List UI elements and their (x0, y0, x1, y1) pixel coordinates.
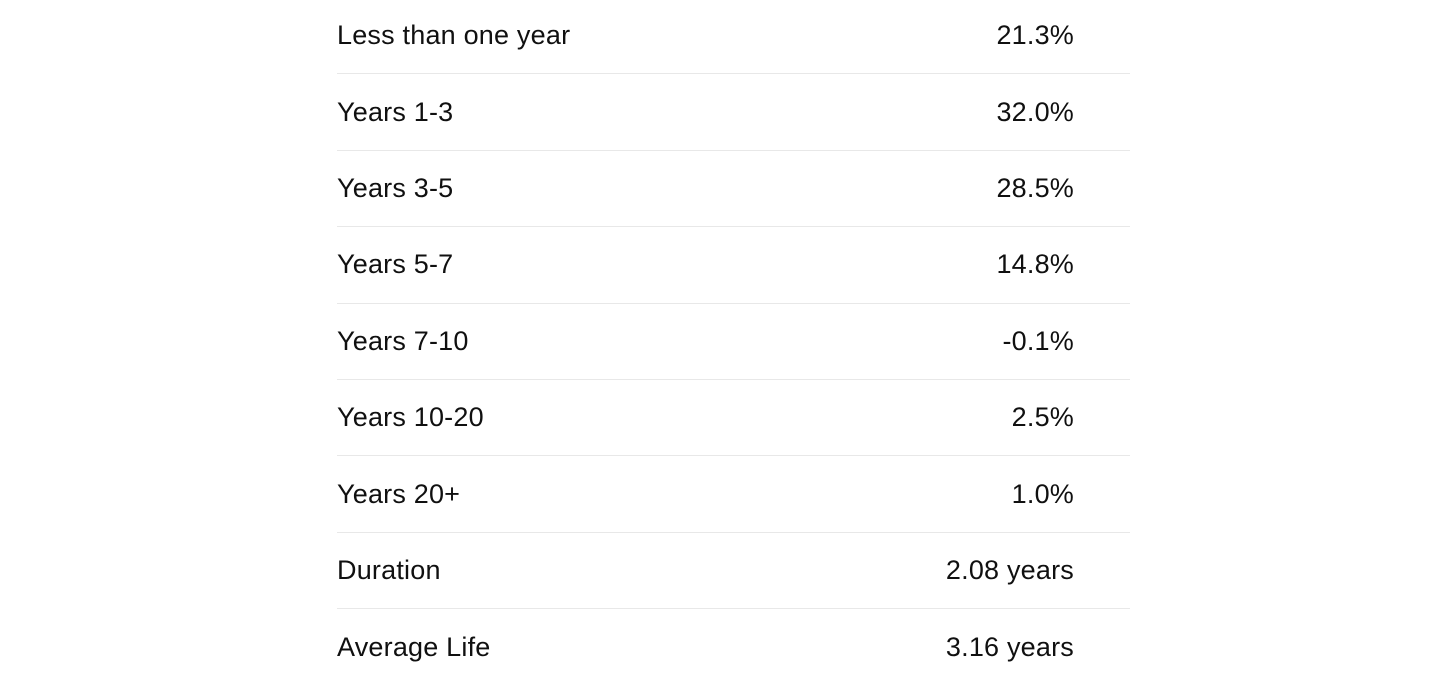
table-row: Duration 2.08 years (337, 533, 1130, 610)
table-row: Years 3-5 28.5% (337, 151, 1130, 228)
maturity-label: Years 3-5 (337, 172, 454, 203)
maturity-value: 21.3% (996, 20, 1074, 51)
table-row: Years 5-7 14.8% (337, 227, 1130, 304)
table-row: Years 1-3 32.0% (337, 74, 1130, 151)
maturity-label: Years 7-10 (337, 325, 469, 356)
maturity-value: 32.0% (996, 96, 1074, 127)
table-row: Years 7-10 -0.1% (337, 304, 1130, 380)
maturity-value: 14.8% (996, 249, 1074, 280)
maturity-value: 28.5% (996, 172, 1074, 203)
maturity-value: 2.5% (1011, 402, 1074, 433)
maturity-label: Years 1-3 (337, 96, 454, 127)
maturity-label: Less than one year (337, 20, 571, 51)
table-row: Years 20+ 1.0% (337, 456, 1130, 533)
maturity-value: -0.1% (1002, 325, 1074, 356)
table-row: Less than one year 21.3% (337, 0, 1130, 75)
maturity-table: Less than one year 21.3% Years 1-3 32.0%… (337, 0, 1130, 686)
stat-value: 3.16 years (945, 631, 1074, 662)
table-row: Average Life 3.16 years (337, 609, 1130, 685)
stat-label: Duration (337, 554, 441, 585)
maturity-label: Years 20+ (337, 478, 461, 509)
maturity-label: Years 10-20 (337, 402, 484, 433)
stat-value: 2.08 years (945, 554, 1074, 585)
maturity-label: Years 5-7 (337, 249, 454, 280)
maturity-value: 1.0% (1011, 478, 1074, 509)
stat-label: Average Life (337, 631, 491, 662)
table-row: Years 10-20 2.5% (337, 380, 1130, 457)
